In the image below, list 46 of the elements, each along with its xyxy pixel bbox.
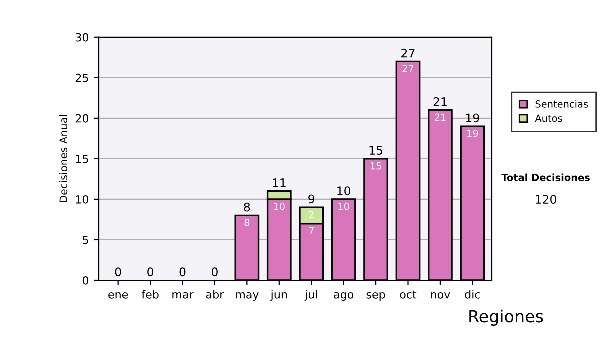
x-tick-label: sep [366,292,386,301]
y-tick-label: 30 [76,33,89,42]
total-label: 0 [212,268,218,277]
y-tick-label: 15 [76,155,88,164]
x-tick-label: feb [142,290,159,299]
text: Total Decisiones [502,174,590,182]
data-label: 19 [468,130,478,138]
x-tick-label: jul [304,290,318,301]
total-label: 21 [434,97,447,106]
data-label: 15 [370,162,382,170]
x-tick-label: mar [172,292,194,299]
text: 120 [536,195,556,204]
data-label: 21 [434,114,446,121]
x-tick-label: jun [270,290,288,301]
total-label: 0 [148,268,154,277]
total-label: 8 [244,202,250,212]
total-label: 0 [180,268,186,277]
y-axis-title: Decisiones Anual [60,115,68,202]
y-tick-label: 0 [82,276,89,285]
data-label: 8 [244,219,250,226]
total-label: 11 [273,178,286,188]
x-tick-label: dic [465,290,480,299]
text: Regiones [470,310,544,326]
legend-label: Sentencias [536,100,588,108]
data-label: 27 [402,65,414,72]
total-label: 15 [370,146,383,156]
data-label: 10 [274,202,285,210]
y-tick-label: 10 [76,195,89,204]
y-tick-label: 5 [83,236,88,244]
x-tick-label: abr [206,290,224,299]
x-tick-label: ago [334,292,354,301]
legend-label: Autos [535,114,562,122]
x-tick-label: ene [108,292,128,299]
total-label: 19 [466,114,480,123]
data-label: 10 [338,202,350,210]
x-tick-label: oct [400,290,417,299]
x-tick-label: nov [431,292,450,299]
data-label: 2 [309,210,314,218]
y-tick-label: 25 [76,74,88,82]
x-tick-label: may [236,292,259,301]
y-tick-label: 20 [76,114,89,123]
total-label: 27 [402,48,415,58]
total-label: 0 [115,268,122,277]
total-label: 10 [338,186,351,196]
data-label: 7 [309,227,314,234]
total-label: 9 [308,194,315,204]
